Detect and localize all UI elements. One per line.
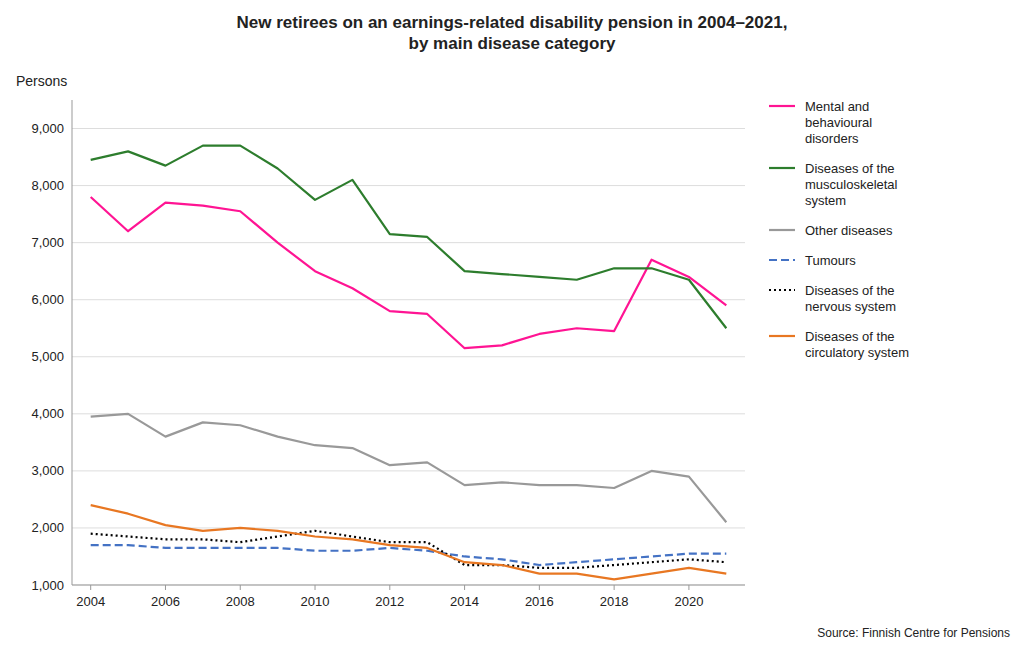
grid-line: [72, 242, 745, 243]
y-tick-label: 3,000: [31, 463, 64, 478]
legend-label: Mental andbehaviouraldisorders: [805, 99, 872, 146]
x-axis-line: [72, 585, 745, 586]
x-tick: [464, 585, 465, 590]
grid-line: [72, 185, 745, 186]
legend-swatch: [769, 259, 795, 261]
text-line: nervous system: [805, 299, 896, 314]
text-line: musculoskeletal: [805, 177, 898, 192]
grid-line: [72, 356, 745, 357]
grid-line: [72, 527, 745, 528]
legend-label: Tumours: [805, 253, 856, 268]
legend-swatch: [769, 229, 795, 231]
y-axis-line: [72, 100, 73, 585]
series-line: [91, 505, 727, 579]
text-line: by main disease category: [409, 34, 616, 53]
y-tick-label: 2,000: [31, 520, 64, 535]
text-line: New retirees on an earnings-related disa…: [237, 13, 788, 32]
legend-label: Diseases of themusculoskeletalsystem: [805, 161, 898, 208]
text-line: Diseases of the: [805, 283, 895, 298]
series-line: [91, 545, 727, 565]
legend: Mental andbehaviouraldisorders Diseases o…: [769, 99, 909, 360]
series-line: [91, 531, 727, 568]
chart-title: New retirees on an earnings-related disa…: [237, 13, 788, 53]
text-line: disorders: [805, 131, 859, 146]
series-line: [91, 146, 727, 329]
text-line: Other diseases: [805, 223, 893, 238]
x-tick: [90, 585, 91, 590]
legend-label: Other diseases: [805, 223, 893, 238]
x-tick-label: 2014: [450, 594, 479, 609]
series-line: [91, 414, 727, 522]
x-tick: [165, 585, 166, 590]
text-line: Mental and: [805, 99, 869, 114]
grid-line: [72, 585, 745, 586]
y-tick-label: 4,000: [31, 406, 64, 421]
text-line: Diseases of the: [805, 329, 895, 344]
text-line: Diseases of the: [805, 161, 895, 176]
legend-label: Diseases of thenervous system: [805, 283, 896, 314]
y-tick-label: 1,000: [31, 578, 64, 593]
legend-swatch: [769, 335, 795, 337]
chart-container: New retirees on an earnings-related disa…: [0, 0, 1024, 647]
x-tick-label: 2016: [525, 594, 554, 609]
text-line: behavioural: [805, 115, 872, 130]
x-tick: [688, 585, 689, 590]
y-axis-label: Persons: [16, 73, 67, 89]
x-tick: [240, 585, 241, 590]
x-tick: [614, 585, 615, 590]
text-line: system: [805, 193, 846, 208]
text-line: Tumours: [805, 253, 856, 268]
grid-line: [72, 413, 745, 414]
y-tick-label: 9,000: [31, 121, 64, 136]
x-tick-label: 2020: [674, 594, 703, 609]
chart-svg: New retirees on an earnings-related disa…: [0, 0, 1024, 647]
grid-line: [72, 470, 745, 471]
x-tick-label: 2012: [375, 594, 404, 609]
y-tick-label: 6,000: [31, 292, 64, 307]
source-note: Source: Finnish Centre for Pensions: [817, 626, 1010, 640]
legend-swatch: [769, 105, 795, 107]
legend-swatch: [769, 167, 795, 169]
x-tick-label: 2006: [151, 594, 180, 609]
x-tick-label: 2010: [301, 594, 330, 609]
lines: [91, 146, 727, 580]
grid-line: [72, 128, 745, 129]
grid: [72, 129, 745, 585]
x-tick: [315, 585, 316, 590]
x-tick-label: 2004: [76, 594, 105, 609]
x-tick-label: 2018: [600, 594, 629, 609]
legend-swatch: [769, 289, 795, 291]
series-line: [91, 197, 727, 348]
y-tick-label: 5,000: [31, 349, 64, 364]
legend-label: Diseases of thecirculatory system: [805, 329, 909, 360]
grid-line: [72, 299, 745, 300]
x-tick: [389, 585, 390, 590]
text-line: circulatory system: [805, 345, 909, 360]
y-tick-label: 8,000: [31, 178, 64, 193]
x-tick: [539, 585, 540, 590]
x-tick-label: 2008: [226, 594, 255, 609]
y-tick-label: 7,000: [31, 235, 64, 250]
